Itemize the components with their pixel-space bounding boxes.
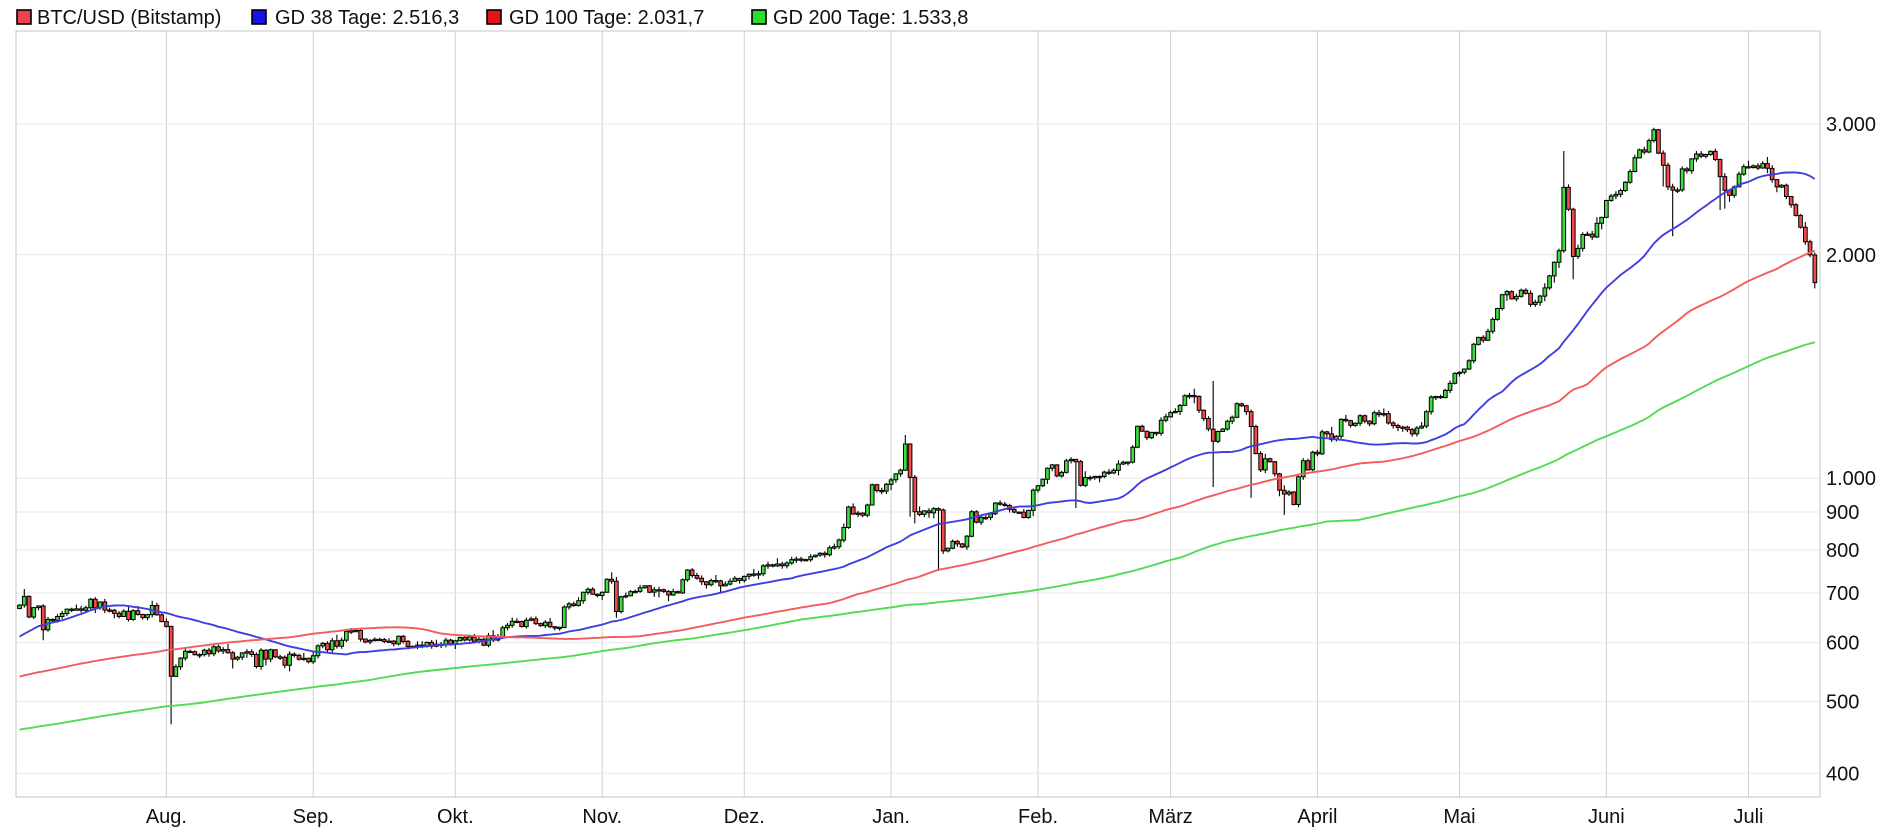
svg-text:1.000: 1.000 bbox=[1826, 468, 1876, 490]
svg-text:2.000: 2.000 bbox=[1826, 245, 1876, 267]
svg-text:900: 900 bbox=[1826, 502, 1859, 524]
svg-text:BTC/USD (Bitstamp): BTC/USD (Bitstamp) bbox=[37, 7, 221, 29]
svg-text:800: 800 bbox=[1826, 540, 1859, 562]
svg-text:Jan.: Jan. bbox=[872, 806, 910, 828]
svg-text:GD 38 Tage: 2.516,3: GD 38 Tage: 2.516,3 bbox=[275, 7, 459, 29]
svg-text:Juni: Juni bbox=[1588, 806, 1625, 828]
svg-text:600: 600 bbox=[1826, 633, 1859, 655]
svg-text:März: März bbox=[1148, 806, 1192, 828]
svg-text:700: 700 bbox=[1826, 583, 1859, 605]
svg-text:Dez.: Dez. bbox=[724, 806, 765, 828]
svg-text:Okt.: Okt. bbox=[437, 806, 474, 828]
svg-text:400: 400 bbox=[1826, 763, 1859, 785]
svg-text:Feb.: Feb. bbox=[1018, 806, 1058, 828]
svg-text:3.000: 3.000 bbox=[1826, 114, 1876, 136]
svg-text:Mai: Mai bbox=[1443, 806, 1475, 828]
svg-text:GD 100 Tage: 2.031,7: GD 100 Tage: 2.031,7 bbox=[509, 7, 704, 29]
svg-text:Aug.: Aug. bbox=[146, 806, 187, 828]
svg-text:500: 500 bbox=[1826, 691, 1859, 713]
svg-text:Juli: Juli bbox=[1733, 806, 1763, 828]
svg-text:April: April bbox=[1297, 806, 1337, 828]
svg-text:Nov.: Nov. bbox=[582, 806, 622, 828]
svg-text:Sep.: Sep. bbox=[293, 806, 334, 828]
svg-text:GD 200 Tage: 1.533,8: GD 200 Tage: 1.533,8 bbox=[773, 7, 968, 29]
